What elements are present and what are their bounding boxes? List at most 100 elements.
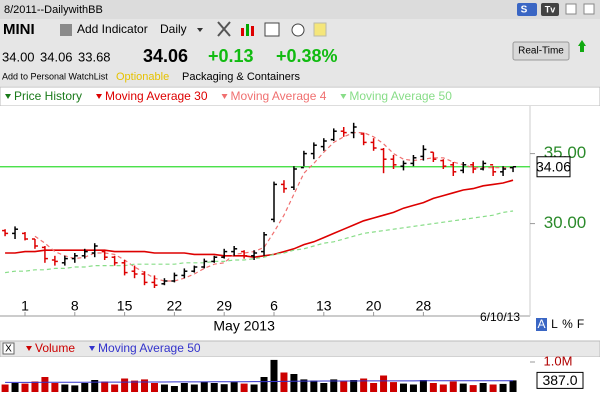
month-label: May 2013 [213,318,275,334]
legend-marker [5,94,11,99]
chart-name[interactable]: 8/2011--DailywithBB [4,4,103,16]
volume-bar [31,381,39,392]
panel-button[interactable]: % [562,317,573,331]
x-tick-label: 8 [71,298,79,314]
x-tick-label: 28 [416,298,432,314]
add-indicator-icon[interactable] [60,24,72,36]
volume-bar [449,381,457,392]
volume-y-tick-label: 1.0M [544,353,573,368]
realtime-label: Real-Time [518,46,564,57]
volume-bar [81,383,89,392]
volume-panel [0,357,600,403]
volume-bar [111,384,119,392]
x-tick-label: 15 [117,298,133,314]
volume-bar [101,381,109,392]
volume-bar [270,359,278,392]
volume-bar [350,380,358,392]
tools-icon[interactable] [217,21,231,37]
volume-bar [360,378,368,392]
current-price-label: 34.06 [536,158,571,174]
volume-bar [240,383,248,392]
quote-change-pct: +0.38% [276,46,338,66]
volume-bar [280,372,288,392]
volume-bar [340,381,348,392]
notes-icon[interactable] [313,22,327,37]
volume-bar [61,384,69,392]
legend-marker [96,94,103,99]
clock-icon[interactable] [291,23,305,37]
price-panel [0,106,600,340]
volume-bar [499,383,507,392]
current-volume-box [536,371,584,389]
quote-last: 34.06 [143,46,188,66]
watchlist-link[interactable]: Add to Personal WatchList [2,71,108,81]
add-indicator[interactable]: Add Indicator [77,22,148,36]
volume-bar [210,383,218,392]
industry: Packaging & Containers [182,71,301,83]
quote-change: +0.13 [208,46,254,66]
panel-button[interactable]: F [577,317,584,331]
legend-entry[interactable]: Moving Average 4 [231,89,327,103]
volume-bar [290,374,298,392]
title-bar [0,0,600,19]
s-button-label: S [521,5,528,16]
volume-bar [370,383,378,392]
legend-entry[interactable]: Moving Average 50 [349,89,452,103]
legend-entry[interactable]: Volume [35,341,75,355]
panel-button[interactable]: A [537,317,545,331]
auto-button[interactable] [536,318,547,331]
panel-button[interactable]: L [551,317,558,331]
realtime-button[interactable] [512,41,570,61]
volume-bar [489,384,497,392]
current-price-box [536,156,571,178]
calendar-icon[interactable] [264,22,280,37]
volume-bar [320,383,328,392]
bars-icon[interactable] [241,24,254,36]
x-tick-label: 13 [316,298,332,314]
legend-marker [89,346,96,351]
volume-bar [230,382,238,392]
x-tick-label: 1 [21,298,29,314]
date-label: 6/10/13 [480,310,520,324]
quote-open: 34.00 [2,49,35,64]
volume-bar [429,383,437,392]
symbol[interactable]: MINI [3,21,35,38]
volume-bar [390,382,398,392]
legend-marker [26,346,32,351]
volume-bar [131,380,139,392]
volume-bar [21,383,29,392]
volume-bar [419,380,427,392]
volume-average-line [5,380,514,383]
volume-bar [260,377,268,392]
volume-bar [330,379,338,392]
close-volume-button[interactable] [2,342,15,355]
quote-high: 34.06 [40,49,73,64]
volume-bar [170,386,178,392]
moving-average-line [5,179,514,259]
volume-bar [509,380,517,392]
volume-bar [479,383,487,392]
y-tick-label: 30.00 [544,213,587,232]
s-button[interactable] [517,3,537,16]
moving-average-line [34,132,514,282]
legend-marker [340,94,347,99]
legend-entry[interactable]: Price History [14,89,82,103]
restore-button[interactable] [565,3,577,15]
volume-bar [160,384,168,392]
volume-bar [91,380,99,392]
volume-bar [71,385,79,392]
volume-bar [150,383,158,392]
legend-entry[interactable]: Moving Average 50 [98,341,201,355]
volume-bar [469,385,477,392]
volume-bar [1,384,9,392]
dropdown-arrow [197,28,203,32]
x-tick-label: 22 [167,298,183,314]
tv-button[interactable] [541,3,559,16]
volume-bar [190,384,198,392]
period-select[interactable]: Daily [160,22,187,36]
volume-bar [300,379,308,392]
close-button[interactable] [583,3,595,15]
up-arrow-icon [578,40,586,52]
volume-bar [399,383,407,392]
legend-entry[interactable]: Moving Average 30 [105,89,208,103]
